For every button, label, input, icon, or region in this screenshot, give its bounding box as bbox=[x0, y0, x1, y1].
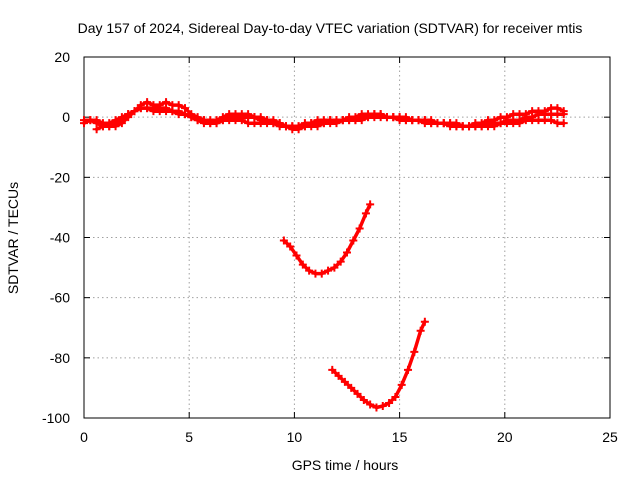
data-point bbox=[294, 122, 303, 131]
data-point bbox=[286, 242, 295, 251]
data-point bbox=[397, 380, 406, 389]
data-point bbox=[353, 389, 362, 398]
data-point bbox=[359, 395, 368, 404]
data-point bbox=[143, 104, 152, 113]
x-tick-label: 10 bbox=[287, 429, 303, 445]
data-point bbox=[385, 398, 394, 407]
data-point bbox=[361, 209, 370, 218]
data-point bbox=[372, 403, 381, 412]
data-point bbox=[168, 107, 177, 116]
data-point bbox=[330, 263, 339, 272]
y-tick-label: 20 bbox=[54, 49, 70, 65]
data-point bbox=[193, 116, 202, 125]
data-point bbox=[298, 260, 307, 269]
data-point bbox=[334, 371, 343, 380]
data-point bbox=[80, 119, 88, 128]
data-point bbox=[547, 116, 556, 125]
data-point bbox=[404, 365, 413, 374]
chart-title: Day 157 of 2024, Sidereal Day-to-day VTE… bbox=[78, 20, 583, 36]
data-point bbox=[212, 119, 221, 128]
y-tick-label: -80 bbox=[50, 350, 70, 366]
data-point bbox=[174, 101, 183, 110]
x-axis-label: GPS time / hours bbox=[292, 457, 399, 473]
series-line bbox=[330, 319, 427, 410]
data-point bbox=[275, 119, 284, 128]
x-tick-label: 0 bbox=[80, 429, 88, 445]
data-point bbox=[250, 113, 259, 122]
data-series bbox=[80, 98, 568, 412]
series-3 bbox=[92, 104, 568, 134]
axis-ticks bbox=[83, 56, 611, 419]
y-tick-label: -20 bbox=[50, 169, 70, 185]
data-point bbox=[416, 326, 425, 335]
series-line bbox=[282, 202, 372, 276]
x-tick-label: 25 bbox=[602, 429, 618, 445]
data-point bbox=[340, 377, 349, 386]
y-axis-label: SDTVAR / TECUs bbox=[5, 182, 21, 294]
data-point bbox=[324, 266, 333, 275]
series-5 bbox=[328, 317, 429, 412]
data-point bbox=[111, 122, 120, 131]
x-tick-labels: 0 5 10 15 20 25 bbox=[80, 429, 618, 445]
data-point bbox=[452, 119, 461, 128]
y-tick-label: -40 bbox=[50, 230, 70, 246]
data-point bbox=[515, 119, 524, 128]
data-point bbox=[86, 116, 95, 125]
data-point bbox=[92, 125, 101, 134]
series-4 bbox=[279, 200, 375, 278]
x-tick-label: 20 bbox=[497, 429, 513, 445]
y-tick-label: 0 bbox=[62, 109, 70, 125]
data-point bbox=[349, 236, 358, 245]
data-point bbox=[401, 113, 410, 122]
data-point bbox=[305, 266, 314, 275]
data-point bbox=[117, 119, 126, 128]
data-point bbox=[343, 248, 351, 257]
data-point bbox=[187, 113, 196, 122]
data-point bbox=[355, 224, 364, 233]
data-point bbox=[218, 116, 227, 125]
data-point bbox=[319, 119, 328, 128]
x-tick-label: 5 bbox=[185, 429, 193, 445]
data-point bbox=[279, 236, 288, 245]
data-point bbox=[391, 392, 400, 401]
data-point bbox=[130, 107, 139, 116]
data-point bbox=[292, 251, 301, 260]
grid-lines bbox=[84, 57, 610, 418]
data-point bbox=[180, 110, 189, 119]
data-point bbox=[357, 116, 366, 125]
data-point bbox=[328, 365, 337, 374]
data-point bbox=[420, 317, 429, 326]
data-point bbox=[410, 347, 419, 356]
x-tick-label: 15 bbox=[392, 429, 408, 445]
data-point bbox=[490, 122, 499, 131]
y-tick-labels: -100 -80 -60 -40 -20 0 20 bbox=[42, 49, 70, 426]
y-tick-label: -60 bbox=[50, 290, 70, 306]
data-point bbox=[366, 400, 375, 409]
data-point bbox=[347, 383, 356, 392]
data-point bbox=[427, 116, 436, 125]
y-tick-label: -100 bbox=[42, 410, 70, 426]
data-point bbox=[559, 119, 568, 128]
data-point bbox=[317, 269, 326, 278]
data-point bbox=[162, 98, 171, 107]
data-point bbox=[540, 107, 549, 116]
data-point bbox=[366, 200, 375, 209]
data-point bbox=[378, 401, 387, 410]
data-point bbox=[553, 104, 562, 113]
data-point bbox=[559, 107, 568, 116]
data-point bbox=[336, 257, 345, 266]
data-point bbox=[263, 116, 272, 125]
data-point bbox=[124, 113, 133, 122]
